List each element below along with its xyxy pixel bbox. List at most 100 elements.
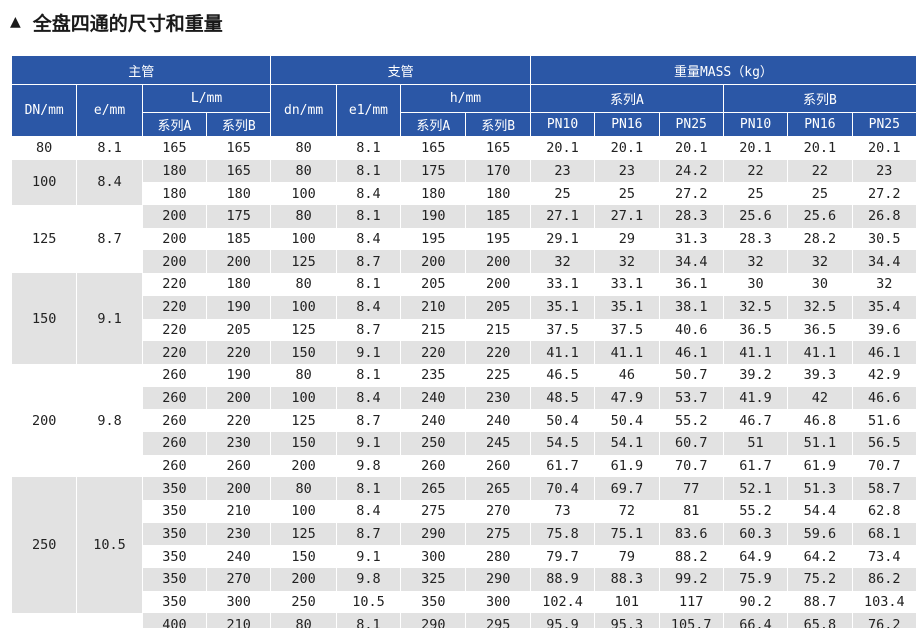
table-cell: 350 [401, 590, 467, 614]
table-row: 220 190 100 8.4 210 205 35.1 35.1 38.1 32.5 32.5 35… [12, 295, 916, 319]
table-cell: 8.4 [337, 227, 402, 251]
table-cell: 75.2 [788, 568, 853, 591]
table-cell: 200 [207, 250, 272, 274]
table-cell: 200 [207, 477, 272, 500]
header-branch-pipe: 支管 [271, 56, 531, 85]
table-cell: 200 [401, 250, 467, 274]
cell-dn: 150 [12, 273, 78, 364]
table-cell: 260 [143, 454, 208, 478]
table-cell: 9.1 [337, 545, 402, 569]
table-row: 260 220 125 8.7 240 240 50.4 50.4 55.2 46.7 46.8 51… [12, 409, 916, 432]
table-cell: 8.7 [336, 250, 402, 274]
table-cell: 79 [595, 545, 660, 569]
table-cell: 41.1 [788, 341, 853, 364]
table-cell: 36.5 [788, 318, 853, 342]
table-cell: 8.1 [336, 477, 402, 500]
table-cell: 20.1 [788, 137, 853, 160]
header-b-pn16: PN16 [788, 113, 853, 137]
table-cell: 220 [142, 295, 208, 319]
header-h-series-b: 系列B [466, 113, 531, 137]
header-a-pn10: PN10 [530, 113, 596, 137]
table-cell: 100 [271, 227, 337, 251]
header-L-series-a: 系列A [142, 113, 208, 137]
table-cell: 125 [271, 318, 337, 342]
table-cell: 22 [788, 159, 853, 183]
table-cell: 300 [401, 545, 467, 569]
table-cell: 9.1 [336, 341, 402, 364]
table-cell: 100 [271, 182, 337, 206]
table-cell: 20.1 [660, 137, 724, 160]
table-cell: 350 [142, 522, 208, 546]
table-cell: 95.9 [530, 613, 596, 628]
table-row: 150 9.1 220 180 80 8.1 205 200 33.1 33.1 36.1 30 30 3… [12, 273, 916, 364]
table-cell: 20.1 [531, 137, 596, 160]
table-cell: 280 [466, 545, 531, 569]
table-cell: 200 [271, 454, 337, 478]
table-cell: 205 [207, 318, 272, 342]
table-row: 250 10.5 350 200 80 8.1 265 265 70.4 69.7 77 52.1 51… [12, 477, 916, 614]
table-cell: 27.2 [660, 182, 724, 206]
table-cell: 33.1 [595, 273, 660, 296]
table-cell: 200 [143, 227, 208, 251]
table-cell: 165 [466, 137, 531, 160]
table-cell: 66.4 [723, 613, 789, 628]
table-header: 主管 支管 重量MASS（kg） DN/mm e/mm L/mm dn/mm e… [12, 56, 916, 137]
table-row: 200 200 125 8.7 200 200 32 32 34.4 32 32 34.4 [12, 250, 916, 274]
table-cell: 8.7 [337, 409, 402, 432]
table-cell: 270 [207, 568, 272, 591]
table-cell: 88.3 [595, 568, 660, 591]
table-cell: 39.2 [724, 363, 789, 387]
table-cell: 51 [723, 431, 789, 455]
table-cell: 35.1 [530, 295, 596, 319]
table-cell: 165 [207, 159, 272, 183]
table-cell: 180 [207, 273, 272, 296]
table-cell: 59.6 [788, 522, 853, 546]
table-row: 200 9.8 260 190 80 8.1 235 225 46.5 46 50.7 39.2 39.… [12, 363, 916, 478]
table-cell: 42 [788, 386, 853, 410]
table-cell: 75.9 [723, 568, 789, 591]
table-cell: 230 [207, 431, 272, 455]
table-cell: 23 [530, 159, 596, 183]
table-cell: 46.1 [852, 341, 916, 364]
table-cell: 81 [660, 500, 724, 523]
table-row: 350 300 250 10.5 350 300 102.4 101 117 90.2 88.7 10… [12, 590, 916, 614]
table-cell: 61.9 [595, 454, 660, 478]
table-cell: 65.8 [788, 613, 853, 628]
table-cell: 61.9 [788, 454, 853, 478]
table-cell: 100 [271, 386, 337, 410]
header-a-pn25: PN25 [659, 113, 724, 137]
table-cell: 260 [466, 454, 531, 478]
table-cell: 50.4 [531, 409, 596, 432]
table-cell: 350 [142, 477, 208, 500]
cell-dn: 200 [12, 363, 78, 478]
table-cell: 58.7 [852, 477, 916, 500]
table-cell: 8.1 [337, 137, 402, 160]
cell-e: 8.1 [77, 137, 143, 160]
table-body: 80 8.1 165 165 80 8.1 165 165 20.1 20.1 20.1 20.1 20… [12, 137, 916, 628]
table-cell: 240 [466, 409, 531, 432]
table-cell: 210 [401, 295, 467, 319]
table-row: 400 210 80 8.1 290 295 95.9 95.3 105.7 66.4 65.8 76… [12, 613, 916, 628]
table-cell: 36.1 [660, 273, 724, 296]
table-cell: 88.2 [660, 545, 724, 569]
table-cell: 25 [788, 182, 853, 206]
table-cell: 220 [466, 341, 531, 364]
table-cell: 100 [271, 295, 337, 319]
table-cell: 27.1 [530, 205, 596, 228]
table-row: 260 200 100 8.4 240 230 48.5 47.9 53.7 41.9 42 46.6 [12, 386, 916, 410]
cell-dn: 80 [12, 137, 78, 160]
table-cell: 77 [659, 477, 724, 500]
table-cell: 9.8 [336, 568, 402, 591]
table-cell: 32 [853, 273, 916, 296]
header-e1: e1/mm [336, 85, 402, 137]
table-row: 350 230 125 8.7 290 275 75.8 75.1 83.6 60.3 59.6 68… [12, 522, 916, 546]
table-cell: 150 [271, 341, 337, 364]
header-dn-branch: dn/mm [271, 85, 337, 137]
table-cell: 88.9 [530, 568, 596, 591]
table-cell: 265 [401, 477, 467, 500]
triangle-up-icon: ▲ [10, 14, 21, 30]
header-b-pn25: PN25 [852, 113, 916, 137]
table-cell: 23 [595, 159, 660, 183]
table-cell: 8.1 [336, 205, 402, 228]
table-cell: 225 [466, 363, 531, 387]
